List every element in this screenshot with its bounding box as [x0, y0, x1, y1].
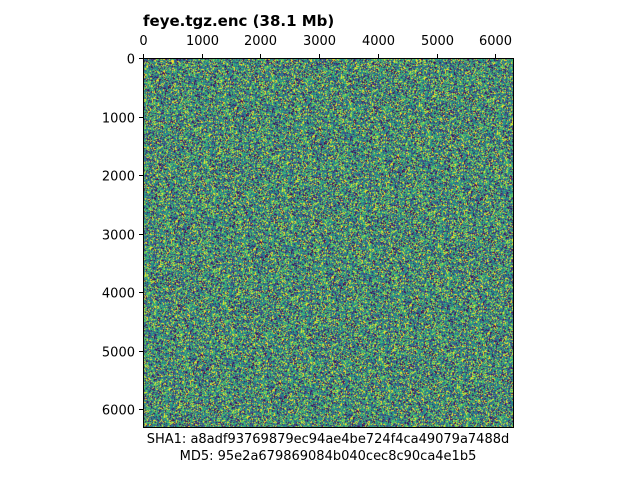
- md5-label: MD5: 95e2a679869084b040cec8c90ca4e1b5: [180, 449, 477, 464]
- y-tick-label: 5000: [102, 346, 135, 361]
- x-tick-label: 3000: [303, 34, 336, 49]
- y-tick-label: 2000: [102, 170, 135, 185]
- sha1-label: SHA1: a8adf93769879ec94ae4be724f4ca49079…: [147, 432, 510, 447]
- y-tick-label: 4000: [102, 287, 135, 302]
- chart-title: feye.tgz.enc (38.1 Mb): [143, 12, 334, 30]
- plot-frame: [143, 58, 514, 428]
- x-tick-label: 1000: [186, 34, 219, 49]
- y-tick-label: 0: [127, 53, 135, 68]
- x-axis-ticks: 0 1000 2000 3000 4000 5000 6000: [139, 34, 512, 58]
- heatmap-image: [143, 58, 514, 428]
- x-tick-label: 0: [139, 34, 147, 49]
- heatmap-area: [143, 58, 514, 428]
- x-tick-label: 4000: [362, 34, 395, 49]
- x-tick-label: 2000: [244, 34, 277, 49]
- y-tick-label: 3000: [102, 229, 135, 244]
- x-tick-label: 5000: [421, 34, 454, 49]
- y-axis-ticks: 0 1000 2000 3000 4000 5000 6000: [102, 53, 143, 419]
- y-tick-label: 1000: [102, 112, 135, 127]
- y-tick-label: 6000: [102, 404, 135, 419]
- x-tick-label: 6000: [479, 34, 512, 49]
